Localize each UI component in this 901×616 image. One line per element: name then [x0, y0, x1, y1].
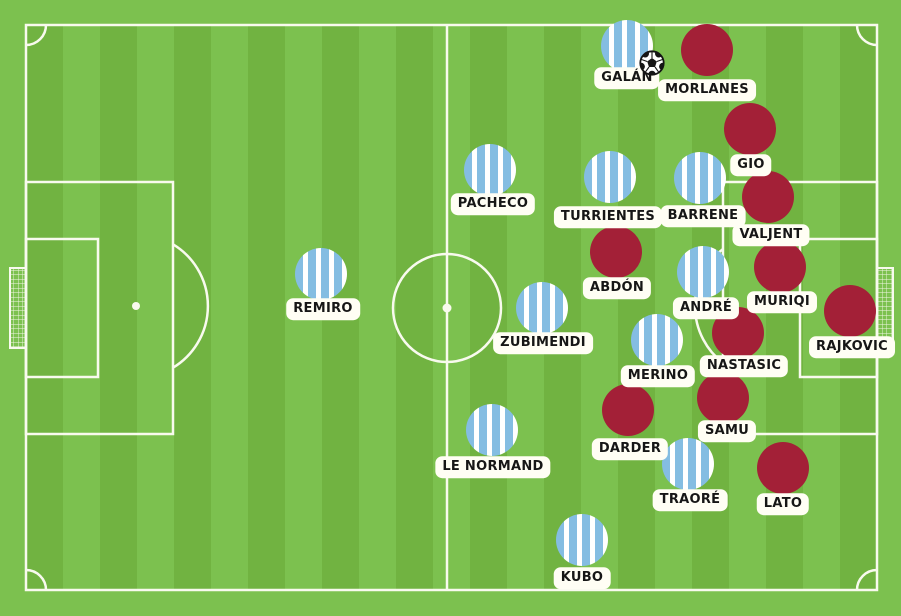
- corner-arc-top-left: [25, 24, 48, 47]
- player-marker-zubimendi: [516, 282, 568, 334]
- player-marker-le-normand: [466, 404, 518, 456]
- player-marker-kubo: [556, 514, 608, 566]
- player-label-muriqi: MURIQI: [746, 291, 818, 313]
- player-label-valjent: VALJENT: [732, 224, 810, 246]
- player-marker-darder: [602, 384, 654, 436]
- corner-arc-top-right: [855, 24, 878, 47]
- player-marker-traore: [662, 438, 714, 490]
- player-marker-merino: [631, 314, 683, 366]
- player-label-traore: TRAORÉ: [652, 489, 728, 511]
- player-label-nastasic: NASTASIC: [699, 355, 789, 377]
- player-marker-remiro: [295, 248, 347, 300]
- player-marker-valjent: [742, 171, 794, 223]
- player-label-samu: SAMU: [697, 420, 757, 442]
- player-label-turrientes: TURRIENTES: [553, 206, 663, 228]
- player-label-zubimendi: ZUBIMENDI: [493, 332, 593, 354]
- player-label-kubo: KUBO: [553, 567, 611, 589]
- player-label-andre: ANDRÉ: [672, 297, 740, 319]
- player-label-galan: GALÁN: [594, 67, 660, 89]
- player-marker-rajkovic: [824, 285, 876, 337]
- left-goal-area: [24, 237, 100, 379]
- player-label-pacheco: PACHECO: [450, 193, 536, 215]
- left-penalty-box: [24, 180, 175, 436]
- player-label-lato: LATO: [756, 493, 810, 515]
- player-marker-gio: [724, 103, 776, 155]
- player-label-remiro: REMIRO: [286, 298, 360, 320]
- left-penalty-arc: [172, 243, 210, 369]
- player-label-le-normand: LE NORMAND: [435, 456, 551, 478]
- player-label-rajkovic: RAJKOVIC: [809, 336, 895, 358]
- player-marker-barrene: [674, 152, 726, 204]
- center-circle: [391, 252, 503, 364]
- ball-icon: [639, 50, 665, 76]
- player-label-gio: GIO: [730, 154, 772, 176]
- left-goal-net: [9, 267, 27, 349]
- player-marker-muriqi: [754, 241, 806, 293]
- player-marker-lato: [757, 442, 809, 494]
- player-label-darder: DARDER: [591, 438, 669, 460]
- player-marker-pacheco: [464, 144, 516, 196]
- player-label-abdon: ABDÓN: [582, 277, 652, 299]
- player-marker-andre: [677, 246, 729, 298]
- player-label-merino: MERINO: [620, 365, 696, 387]
- player-label-barrene: BARRENE: [660, 205, 746, 227]
- player-marker-turrientes: [584, 151, 636, 203]
- player-marker-abdon: [590, 226, 642, 278]
- corner-arc-bottom-left: [25, 568, 48, 591]
- player-marker-samu: [697, 372, 749, 424]
- center-spot: [442, 303, 452, 313]
- left-penalty-spot: [132, 302, 140, 310]
- player-label-morlanes: MORLANES: [658, 79, 756, 101]
- player-marker-morlanes: [681, 24, 733, 76]
- corner-arc-bottom-right: [855, 568, 878, 591]
